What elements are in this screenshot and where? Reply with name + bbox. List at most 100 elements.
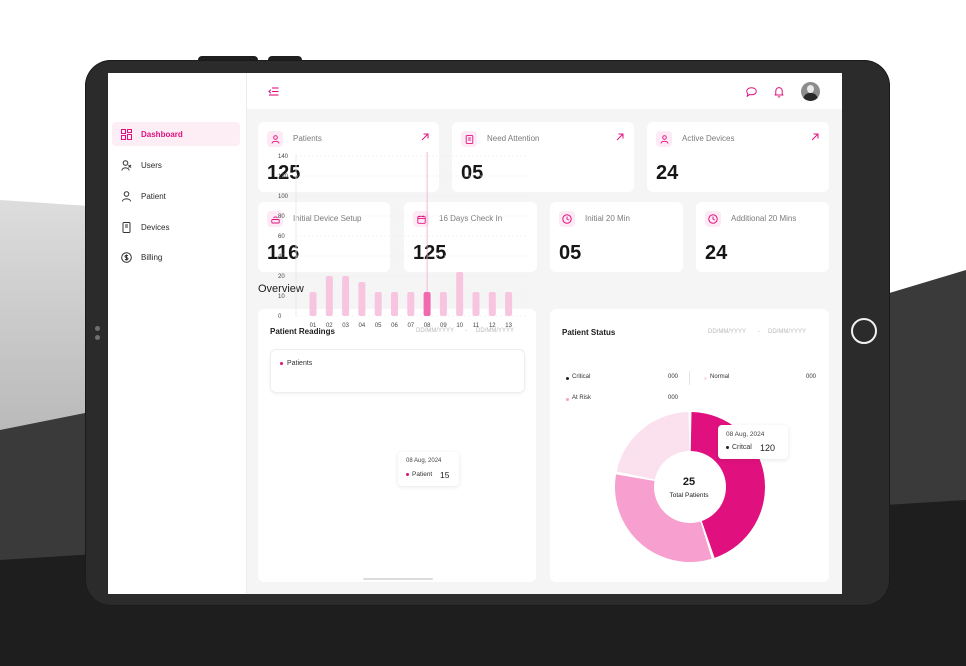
y-tick-label: 60 [278,234,285,240]
y-tick-label: 10 [278,294,285,300]
legend-label: Critical [572,374,591,380]
tooltip-date: 08 Aug, 2024 [726,431,765,438]
collapse-menu-icon[interactable] [268,87,279,96]
stat-label: Initial 20 Min [585,214,630,223]
tooltip-value: 15 [440,470,450,480]
status-legend-normal: Normal 000 [704,374,816,383]
sidebar-item-dashboard[interactable]: Dashboard [112,122,240,146]
sidebar-item-label: Dashboard [141,129,183,139]
stat-card-initial-device-setup[interactable]: Initial Device Setup 116 [258,202,390,272]
bar-03[interactable] [342,276,350,316]
arrow-up-right-icon[interactable] [616,133,624,141]
donut-slice-at-risk[interactable] [615,474,712,562]
stat-card-additional-20-mins[interactable]: Additional 20 Mins 24 [696,202,829,272]
arrow-up-right-icon[interactable] [811,133,819,141]
legend-dot-critical [566,377,569,380]
tablet-sensor [95,335,100,340]
chat-icon[interactable] [746,87,757,97]
router-icon [270,216,280,223]
patient-icon [271,134,279,144]
bar-08[interactable] [423,292,431,316]
sidebar-item-users[interactable]: Users [112,153,240,177]
stat-value: 125 [267,162,301,184]
billing-icon [121,251,132,263]
donut-slice-normal[interactable] [616,412,690,480]
app-screen: Dashboard Users Patient Devices Billing [108,73,842,594]
y-tick-label: 140 [278,154,289,160]
stat-value: 24 [705,242,728,264]
patient-status-panel: Patient Status DD/MM/YYYY - DD/MM/YYYY C… [550,309,829,582]
legend-dot [280,362,283,365]
sidebar-item-label: Users [141,160,162,170]
bar-01[interactable] [309,292,317,316]
bell-icon[interactable] [774,86,784,98]
status-legend-critical: Critical 000 [566,374,678,383]
legend-dot-normal [704,377,707,380]
bar-05[interactable] [374,292,382,316]
legend-label: At Risk [572,395,592,401]
sidebar-item-devices[interactable]: Devices [112,215,240,239]
legend-label: Normal [710,374,730,380]
bar-11[interactable] [472,292,480,316]
donut-tooltip: 08 Aug, 2024 Critcal 120 [718,425,788,459]
stat-card-active-devices[interactable]: Active Devices 24 [647,122,829,192]
tooltip-dot [406,473,409,476]
sidebar-item-billing[interactable]: Billing [112,245,240,269]
date-to-input[interactable]: DD/MM/YYYY [476,328,515,334]
stat-value: 24 [656,162,679,184]
avatar[interactable] [801,82,820,101]
chart-legend-box: Patients [270,349,525,393]
x-tick-label: 02 [326,323,333,329]
patient-icon [121,190,132,202]
patient-readings-panel: Patient Readings DD/MM/YYYY - DD/MM/YYYY… [258,152,536,582]
donut-center-value: 25 [682,476,696,488]
status-legend-at-risk: At Risk 000 [566,395,678,404]
stat-label: Patients [293,134,322,143]
date-from-input[interactable]: DD/MM/YYYY [416,328,455,334]
tablet-home-button[interactable] [851,318,877,344]
bar-13[interactable] [505,292,513,316]
tooltip-label: Patient [412,471,433,478]
bar-02[interactable] [325,276,333,316]
stat-card-initial-20-min[interactable]: Initial 20 Min 05 [550,202,683,272]
x-tick-label: 12 [489,323,496,329]
date-from-input[interactable]: DD/MM/YYYY [708,329,747,335]
stat-value: 05 [559,242,582,264]
y-tick-label: 20 [278,274,285,280]
panel-title: Patient Readings [270,327,335,336]
users-icon [121,159,132,171]
bar-12[interactable] [488,292,496,316]
stat-card-need-attention[interactable]: Need Attention 05 [452,122,634,192]
bar-07[interactable] [407,292,415,316]
x-tick-label: 10 [456,323,463,329]
x-tick-label: 05 [375,323,382,329]
stat-card-patients[interactable]: Patients 125 [258,122,439,192]
bar-06[interactable] [391,292,398,316]
stat-value: 116 [267,242,300,264]
x-tick-label: 06 [391,323,398,329]
y-tick-label: 0 [278,314,282,320]
y-tick-label: 120 [278,174,289,180]
tooltip-dot [726,446,729,449]
dashboard-icon [121,128,132,140]
arrow-up-right-icon[interactable] [421,133,429,141]
legend-value: 000 [805,374,816,380]
donut-center [655,452,725,522]
x-tick-label: 13 [505,323,512,329]
horizontal-scrollbar[interactable] [363,578,433,580]
document-icon [465,134,473,144]
clock-icon [708,214,718,224]
stat-card-16-days-check-in[interactable]: 16 Days Check In 125 [404,202,537,272]
x-tick-label: 08 [424,323,431,329]
x-tick-label: 07 [407,323,414,329]
sidebar-item-patient[interactable]: Patient [112,184,240,208]
bar-04[interactable] [358,282,366,316]
bar-10[interactable] [456,272,464,316]
date-to-input[interactable]: DD/MM/YYYY [768,329,807,335]
x-tick-label: 03 [342,323,349,329]
bar-09[interactable] [439,292,447,316]
x-tick-label: 04 [359,323,366,329]
sidebar-item-label: Devices [141,222,170,232]
date-separator: - [465,328,467,334]
patient-readings-chart: 0 10 20 40 60 80 100 120 140 01 02 03 04 05 06 07 08 09 10… [278,152,526,329]
